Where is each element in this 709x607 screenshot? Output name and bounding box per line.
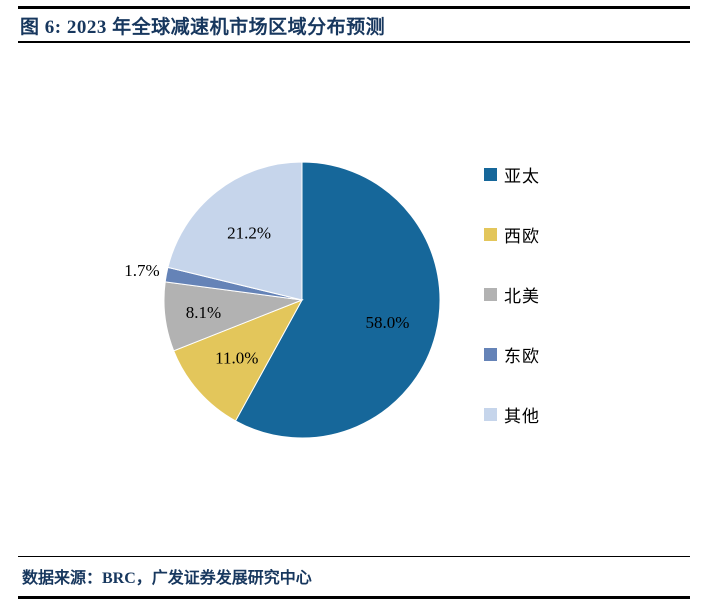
legend-label: 西欧 [504, 226, 540, 246]
legend-swatch [484, 167, 497, 181]
chart-legend: 亚太西欧北美东欧其他 [484, 163, 540, 463]
legend-label: 北美 [504, 286, 540, 306]
pie-slice-1 [234, 161, 441, 439]
title-divider-rule [18, 41, 690, 43]
pie-chart: 58.0% 11.0% 8.1% 1.7% 21.2% [124, 161, 441, 439]
pie-data-label: 1.7% [124, 261, 159, 280]
legend-item-4: 东欧 [484, 343, 540, 366]
pie-slice-2 [173, 299, 304, 422]
legend-swatch [484, 287, 497, 301]
pie-data-label: 11.0% [215, 349, 258, 368]
figure-source: 数据来源：BRC，广发证券发展研究中心 [22, 570, 312, 587]
pie-data-label: 21.2% [227, 224, 271, 243]
legend-item-5: 其他 [484, 403, 540, 426]
legend-item-3: 北美 [484, 283, 540, 306]
legend-swatch [484, 347, 497, 361]
legend-item-2: 西欧 [484, 223, 540, 246]
pie-slice-5 [167, 161, 303, 301]
bottom-rule [18, 596, 690, 599]
legend-item-1: 亚太 [484, 163, 540, 186]
legend-swatch [484, 227, 497, 241]
pie-data-label: 58.0% [366, 313, 410, 332]
legend-label: 东欧 [504, 346, 540, 366]
figure-title: 图 6: 2023 年全球减速机市场区域分布预测 [20, 17, 386, 38]
top-rule [18, 6, 690, 9]
legend-swatch [484, 407, 497, 421]
pie-chart-area: 58.0% 11.0% 8.1% 1.7% 21.2% [0, 50, 709, 550]
pie-data-label: 8.1% [186, 303, 221, 322]
legend-label: 亚太 [504, 166, 540, 186]
source-divider-rule [18, 556, 690, 557]
legend-label: 其他 [504, 406, 540, 426]
